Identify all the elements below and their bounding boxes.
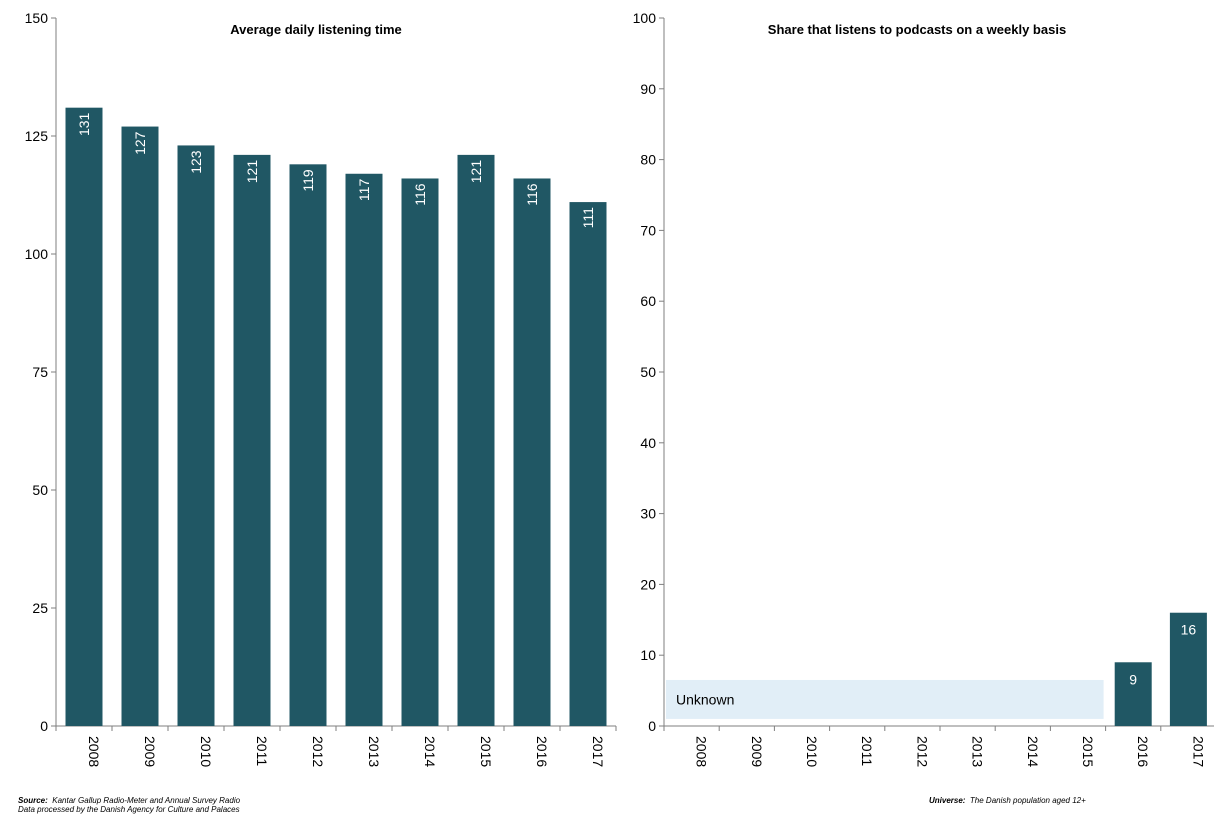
y-tick-label: 90 bbox=[640, 81, 656, 97]
bar-value-label: 131 bbox=[76, 112, 92, 136]
y-tick-label: 150 bbox=[25, 10, 49, 26]
x-tick-label: 2017 bbox=[590, 736, 606, 767]
bar bbox=[513, 178, 551, 727]
chart-title: Average daily listening time bbox=[230, 22, 401, 37]
y-tick-label: 100 bbox=[25, 246, 49, 262]
y-tick-label: 75 bbox=[32, 364, 48, 380]
y-tick-label: 10 bbox=[640, 647, 656, 663]
y-tick-label: 80 bbox=[640, 152, 656, 168]
source-line-2: Data processed by the Danish Agency for … bbox=[18, 805, 240, 814]
x-tick-label: 2009 bbox=[749, 736, 765, 767]
bar bbox=[233, 154, 271, 726]
x-tick-label: 2012 bbox=[914, 736, 930, 767]
source-text: Kantar Gallup Radio-Meter and Annual Sur… bbox=[52, 796, 241, 805]
y-tick-label: 50 bbox=[640, 364, 656, 380]
y-tick-label: 25 bbox=[32, 600, 48, 616]
y-tick-label: 0 bbox=[648, 718, 656, 734]
y-tick-label: 125 bbox=[25, 128, 49, 144]
y-tick-label: 60 bbox=[640, 293, 656, 309]
bar-value-label: 116 bbox=[524, 183, 540, 206]
x-tick-label: 2011 bbox=[254, 736, 270, 766]
bar bbox=[569, 202, 607, 726]
unknown-band bbox=[666, 679, 1104, 719]
x-tick-label: 2008 bbox=[86, 736, 102, 767]
y-tick-label: 70 bbox=[640, 222, 656, 238]
y-tick-label: 0 bbox=[40, 718, 48, 734]
x-tick-label: 2016 bbox=[1135, 736, 1151, 767]
x-tick-label: 2013 bbox=[366, 736, 382, 767]
bar bbox=[289, 164, 327, 726]
bar bbox=[345, 173, 383, 726]
bar bbox=[1169, 612, 1207, 726]
universe-text: The Danish population aged 12+ bbox=[969, 796, 1086, 805]
unknown-label: Unknown bbox=[676, 691, 734, 707]
x-tick-label: 2009 bbox=[142, 736, 158, 767]
x-tick-label: 2017 bbox=[1190, 736, 1206, 767]
bar-value-label: 127 bbox=[132, 131, 148, 155]
listening-time-chart: Average daily listening time 0 25 50 75 100 1… bbox=[25, 10, 617, 767]
x-tick-label: 2014 bbox=[1025, 736, 1041, 767]
bar-value-label: 9 bbox=[1129, 671, 1137, 687]
x-tick-label: 2016 bbox=[534, 736, 550, 767]
source-label: Source: bbox=[18, 796, 48, 805]
universe-label: Universe: bbox=[929, 796, 966, 805]
bar bbox=[401, 178, 439, 727]
bar-value-label: 111 bbox=[580, 207, 596, 228]
bar-value-label: 121 bbox=[468, 160, 484, 184]
x-tick-label: 2014 bbox=[422, 736, 438, 767]
x-tick-label: 2015 bbox=[478, 736, 494, 767]
chart-title: Share that listens to podcasts on a week… bbox=[768, 22, 1066, 37]
bar bbox=[177, 145, 215, 726]
x-tick-label: 2010 bbox=[804, 736, 820, 767]
x-tick-label: 2015 bbox=[1080, 736, 1096, 767]
x-tick-label: 2013 bbox=[970, 736, 986, 767]
y-tick-label: 30 bbox=[640, 506, 656, 522]
source-note: Source: Kantar Gallup Radio-Meter and An… bbox=[18, 796, 240, 814]
bar-value-label: 116 bbox=[412, 183, 428, 206]
bar-value-label: 16 bbox=[1181, 622, 1197, 638]
y-tick-label: 100 bbox=[633, 10, 657, 26]
bar-value-label: 119 bbox=[300, 169, 316, 192]
y-tick-label: 50 bbox=[32, 482, 48, 498]
x-tick-label: 2011 bbox=[859, 736, 875, 766]
bar bbox=[1114, 662, 1152, 726]
bar bbox=[457, 154, 495, 726]
bar bbox=[121, 126, 159, 726]
bar-value-label: 123 bbox=[188, 150, 204, 174]
x-tick-label: 2008 bbox=[694, 736, 710, 767]
y-tick-label: 20 bbox=[640, 576, 656, 592]
bar bbox=[65, 107, 103, 727]
y-tick-label: 40 bbox=[640, 435, 656, 451]
universe-note: Universe: The Danish population aged 12+ bbox=[929, 796, 1086, 805]
bar-value-label: 121 bbox=[244, 160, 260, 184]
bar-value-label: 117 bbox=[356, 179, 372, 202]
x-tick-label: 2012 bbox=[310, 736, 326, 767]
x-tick-label: 2010 bbox=[198, 736, 214, 767]
podcast-share-chart: Share that listens to podcasts on a week… bbox=[633, 10, 1214, 767]
